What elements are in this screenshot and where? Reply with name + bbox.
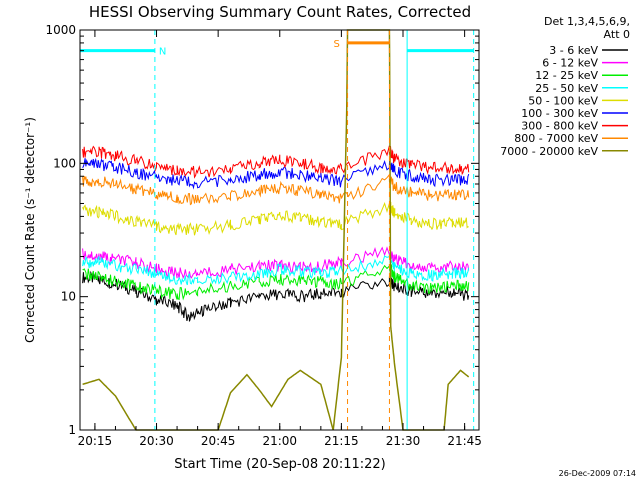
x-tick-label: 21:15 — [324, 434, 359, 448]
legend-label: 12 - 25 keV — [535, 69, 598, 82]
legend-label: 6 - 12 keV — [542, 57, 598, 70]
x-axis-label: Start Time (20-Sep-08 20:11:22) — [174, 457, 385, 472]
x-tick-label: 20:15 — [78, 434, 113, 448]
y-tick-label: 1000 — [45, 23, 76, 37]
legend-header-line2: Att 0 — [604, 28, 630, 41]
series-line-3 — [82, 264, 470, 301]
y-axis-label: Corrected Count Rate (s⁻¹ detector⁻¹) — [23, 117, 37, 343]
x-tick-label: 21:30 — [386, 434, 421, 448]
series-line-4 — [82, 254, 470, 286]
legend-label: 800 - 7000 keV — [514, 132, 598, 145]
legend-label: 25 - 50 keV — [535, 82, 598, 95]
legend-label: 3 - 6 keV — [549, 44, 598, 57]
x-tick-label: 20:45 — [201, 434, 236, 448]
legend-label: 7000 - 20000 keV — [500, 145, 598, 158]
y-tick-label: 10 — [61, 290, 76, 304]
series-line-7 — [82, 145, 470, 179]
mode-label-N: N — [159, 47, 166, 58]
chart-title: HESSI Observing Summary Count Rates, Cor… — [89, 3, 471, 21]
y-tick-label: 100 — [53, 156, 76, 170]
series-line-6 — [82, 157, 470, 190]
y-tick-label: 1 — [68, 423, 76, 437]
series-line-9 — [82, 29, 470, 431]
mode-label-S: S — [334, 39, 340, 50]
segment-layer: NS — [79, 30, 475, 430]
data-layer — [82, 29, 470, 431]
series-line-2 — [82, 246, 470, 280]
series-line-1 — [82, 270, 470, 322]
plot-frame — [79, 29, 480, 431]
footer-timestamp: 26-Dec-2009 07:14 — [559, 469, 636, 478]
x-tick-label: 21:45 — [447, 434, 482, 448]
legend-label: 300 - 800 keV — [521, 120, 598, 133]
x-tick-label: 21:00 — [262, 434, 297, 448]
x-tick-label: 20:30 — [139, 434, 174, 448]
legend-label: 100 - 300 keV — [521, 107, 598, 120]
series-line-5 — [82, 201, 469, 236]
legend-label: 50 - 100 keV — [528, 94, 598, 107]
legend-header-line1: Det 1,3,4,5,6,9, — [544, 15, 630, 28]
series-line-8 — [82, 173, 470, 206]
axis-layer: 20:15 20:30 20:45 21:00 21:15 21:30 21:45 1 10 10… — [45, 23, 481, 448]
